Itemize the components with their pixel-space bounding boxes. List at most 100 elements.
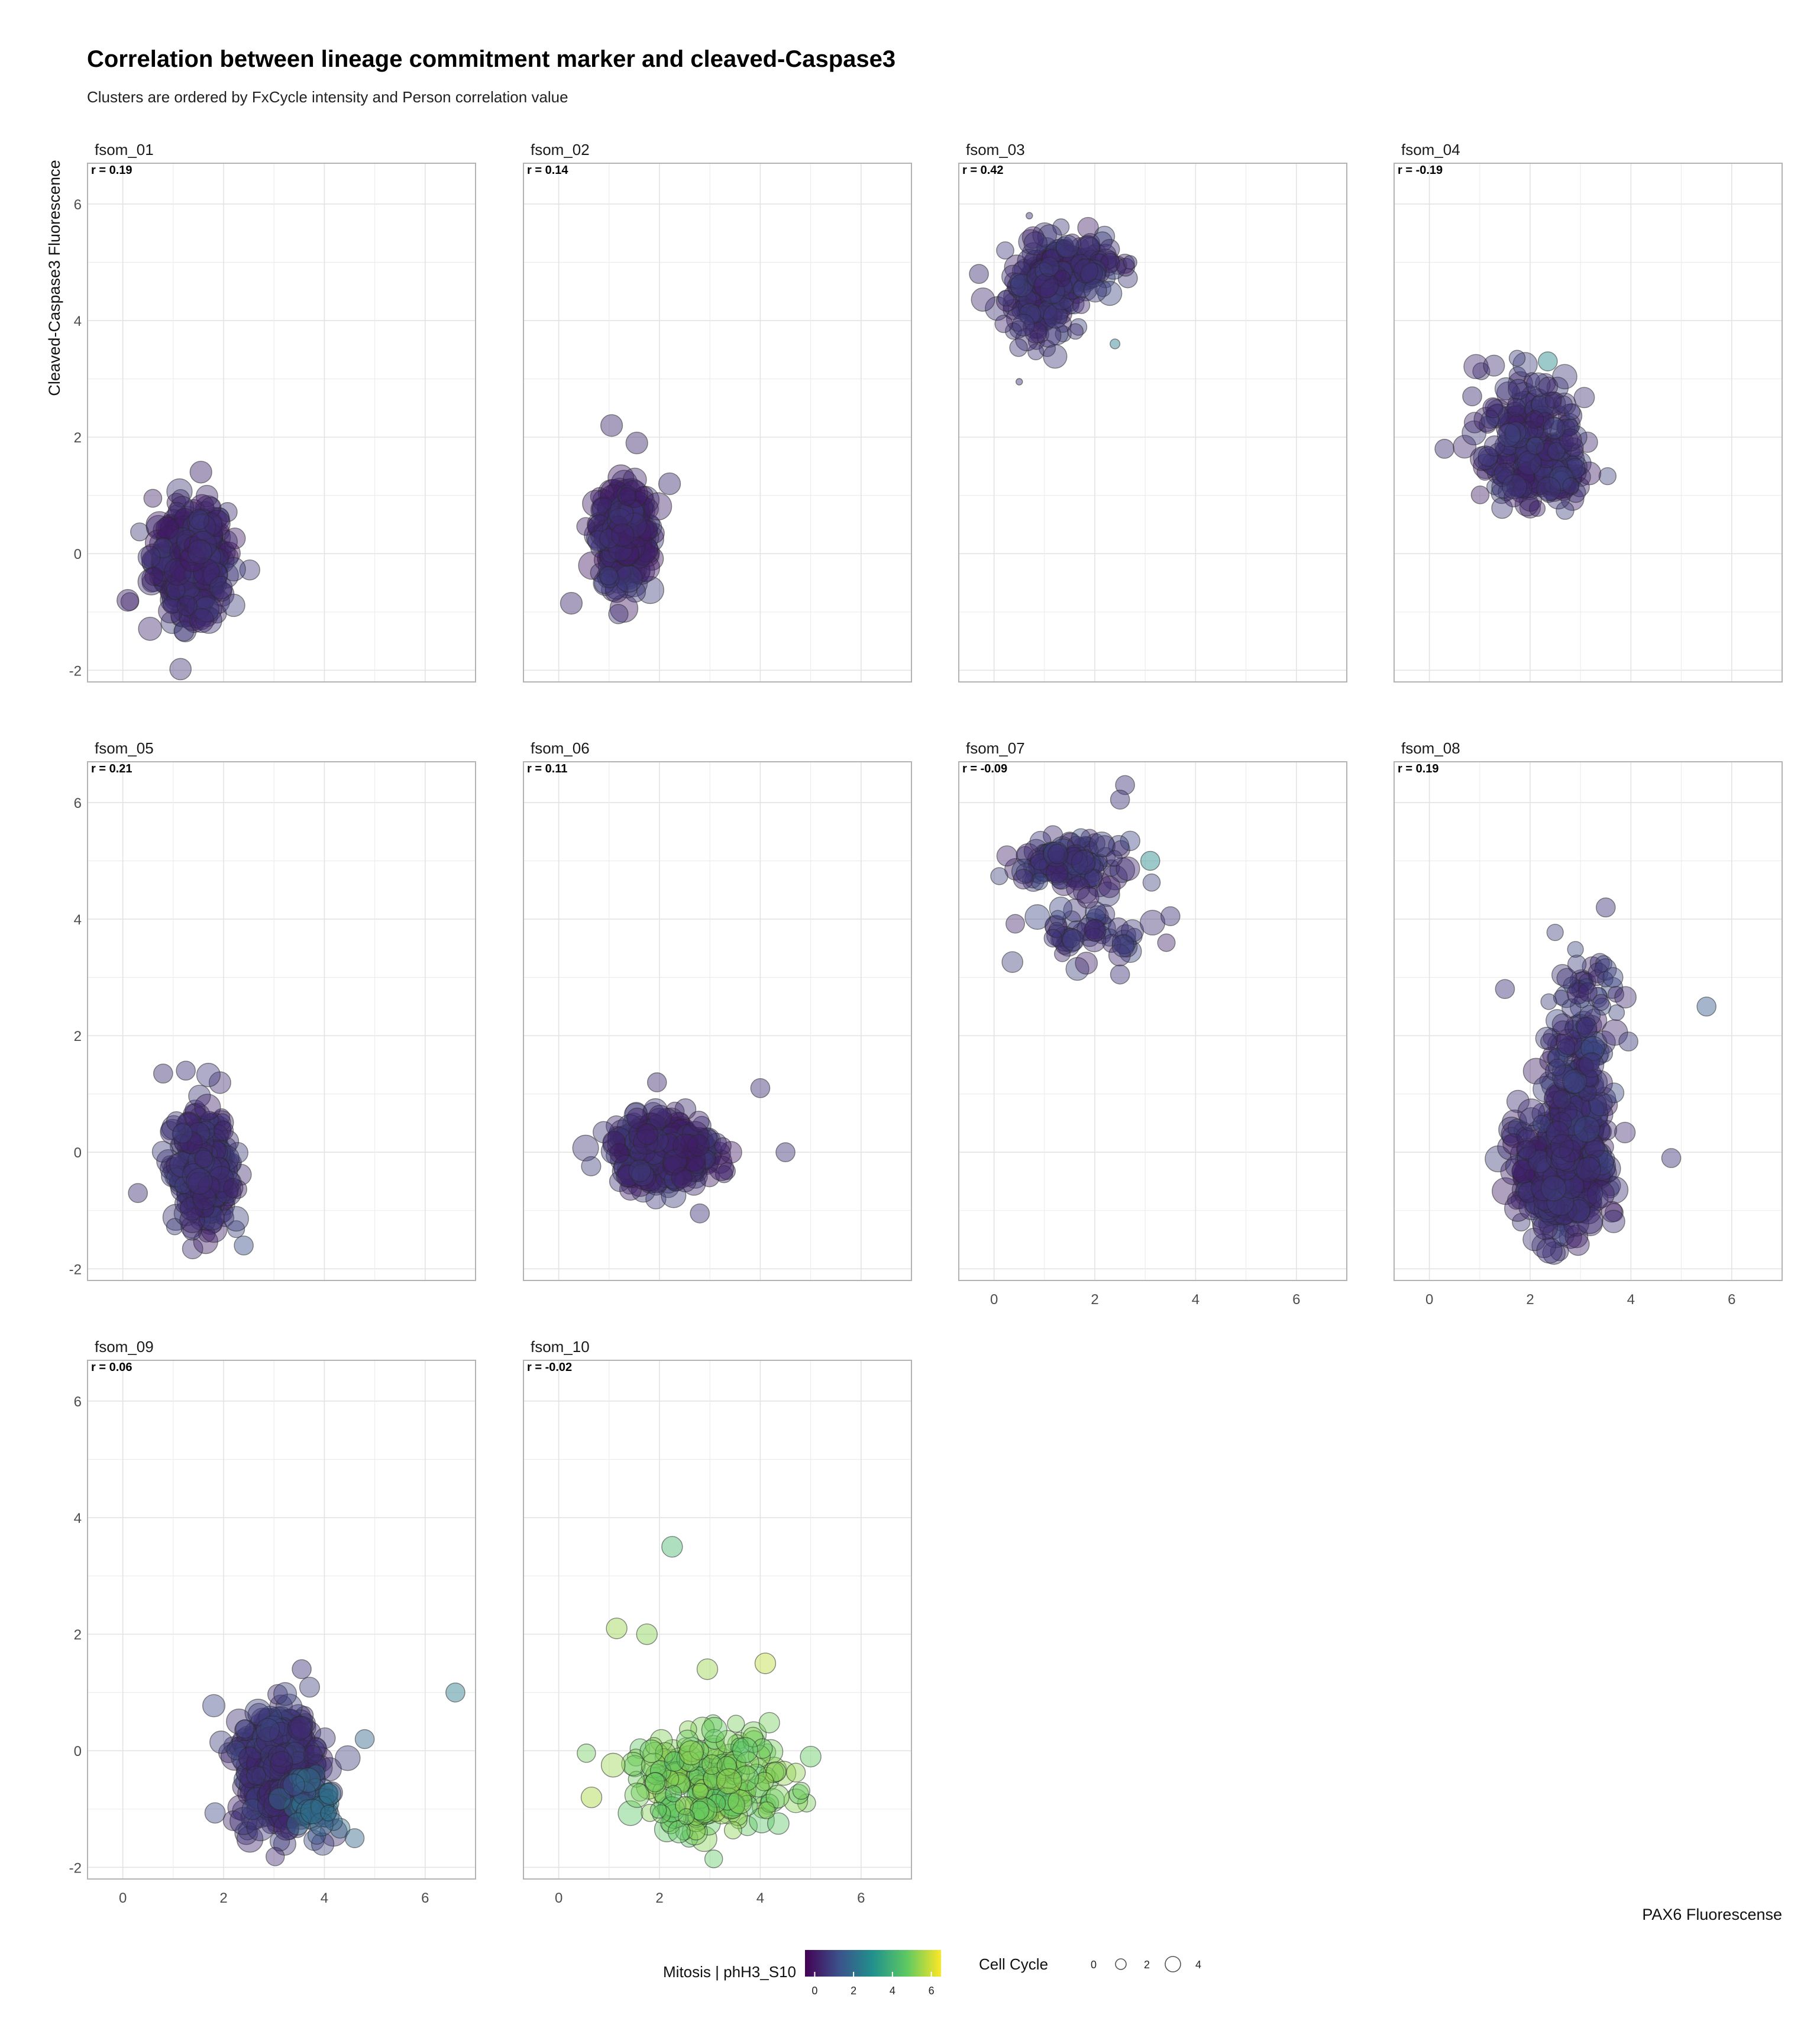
panel-fsom_10: fsom_10r = -0.02 0 2 4 6 [523, 1338, 912, 1906]
y-tick-label: 6 [74, 1394, 82, 1410]
data-point [169, 658, 192, 681]
data-point [628, 1159, 651, 1182]
data-point [1069, 318, 1088, 336]
data-point [706, 1133, 727, 1154]
x-tick-label: 0 [990, 1292, 998, 1308]
panel-fsom_03: fsom_03r = 0.42 [958, 141, 1347, 683]
y-tick-label: 4 [74, 912, 82, 928]
data-point [1111, 934, 1135, 958]
data-point [1540, 1175, 1567, 1202]
data-point [166, 580, 186, 600]
data-point [176, 595, 198, 617]
data-point [223, 1206, 249, 1232]
data-point [1566, 1233, 1590, 1256]
panel-strip-label: fsom_10 [531, 1338, 590, 1356]
data-point [645, 1188, 667, 1209]
data-point [1102, 934, 1121, 953]
correlation-label: r = 0.42 [962, 164, 1004, 177]
data-point [1108, 917, 1129, 939]
panel-background [959, 163, 1347, 682]
data-point [704, 1849, 723, 1868]
data-point [600, 569, 620, 588]
color-legend-tick-label: 2 [851, 1985, 856, 1997]
data-point [227, 1220, 245, 1238]
data-point [604, 577, 628, 600]
data-point [1139, 910, 1166, 936]
panel-grid [959, 762, 1347, 1280]
data-point [172, 1123, 193, 1144]
data-point [1536, 1237, 1563, 1264]
data-point [1030, 865, 1050, 884]
x-tick-label: 0 [119, 1890, 127, 1906]
data-point [194, 1198, 215, 1218]
data-point [678, 1740, 704, 1765]
data-point [179, 1196, 204, 1221]
data-point [785, 1762, 806, 1783]
data-point [800, 1745, 822, 1768]
data-point [665, 1785, 683, 1803]
data-point [244, 1787, 270, 1812]
data-point [1556, 1147, 1580, 1172]
data-point [636, 1123, 658, 1146]
data-point [1505, 1154, 1528, 1178]
data-point [696, 1658, 719, 1680]
data-point [688, 1111, 710, 1133]
panel-strip-label: fsom_03 [966, 141, 1025, 159]
data-point [256, 1718, 280, 1742]
data-point [622, 512, 647, 538]
data-point [1039, 257, 1060, 277]
panel-strip-label: fsom_09 [95, 1338, 154, 1356]
panel-strip-label: fsom_08 [1401, 739, 1460, 757]
data-point [1110, 964, 1130, 985]
data-point [1101, 251, 1120, 269]
data-point [1482, 397, 1504, 419]
data-point [266, 1846, 285, 1867]
data-point [1579, 1005, 1601, 1027]
data-point [1567, 941, 1584, 958]
data-point [1524, 372, 1540, 389]
data-point [1551, 1146, 1576, 1171]
data-point [1160, 906, 1181, 926]
data-point [286, 1719, 306, 1739]
data-point [166, 478, 193, 505]
panel-border [87, 761, 476, 1281]
data-point [1072, 296, 1091, 314]
data-point [273, 1682, 298, 1706]
data-point [1470, 446, 1495, 471]
panel-points [202, 1659, 465, 1867]
data-point [1477, 446, 1498, 467]
data-point [1023, 231, 1048, 256]
size-legend-key [1115, 1958, 1127, 1970]
data-point [1601, 1019, 1628, 1046]
data-point [1105, 850, 1123, 867]
data-point [572, 1134, 599, 1162]
data-point [1556, 1029, 1582, 1055]
data-point [1525, 372, 1551, 397]
x-axis-label: PAX6 Fluorescense [1642, 1906, 1782, 1923]
panel-fsom_02: fsom_02r = 0.14 [523, 141, 912, 683]
panel-grid [88, 762, 476, 1280]
panel-fsom_04: fsom_04r = -0.19 [1394, 141, 1783, 683]
panel-points [1485, 897, 1717, 1265]
data-point [1556, 501, 1574, 520]
data-point [223, 1178, 244, 1198]
data-point [320, 1804, 337, 1822]
size-legend-key [1165, 1956, 1181, 1972]
size-legend-label: 4 [1195, 1959, 1201, 1971]
correlation-label: r = 0.19 [1398, 762, 1439, 775]
data-point [608, 500, 634, 526]
data-point [1013, 868, 1034, 890]
data-point [600, 1752, 626, 1778]
data-point [1033, 273, 1059, 299]
data-point [750, 1078, 771, 1098]
data-point [229, 1807, 258, 1835]
data-point [1508, 414, 1527, 432]
data-point [246, 1765, 266, 1786]
data-point [1084, 919, 1107, 942]
data-point [202, 1694, 226, 1718]
data-point [1588, 1150, 1614, 1176]
data-point [1602, 967, 1624, 988]
data-point [1019, 303, 1041, 325]
data-point [292, 1659, 312, 1680]
